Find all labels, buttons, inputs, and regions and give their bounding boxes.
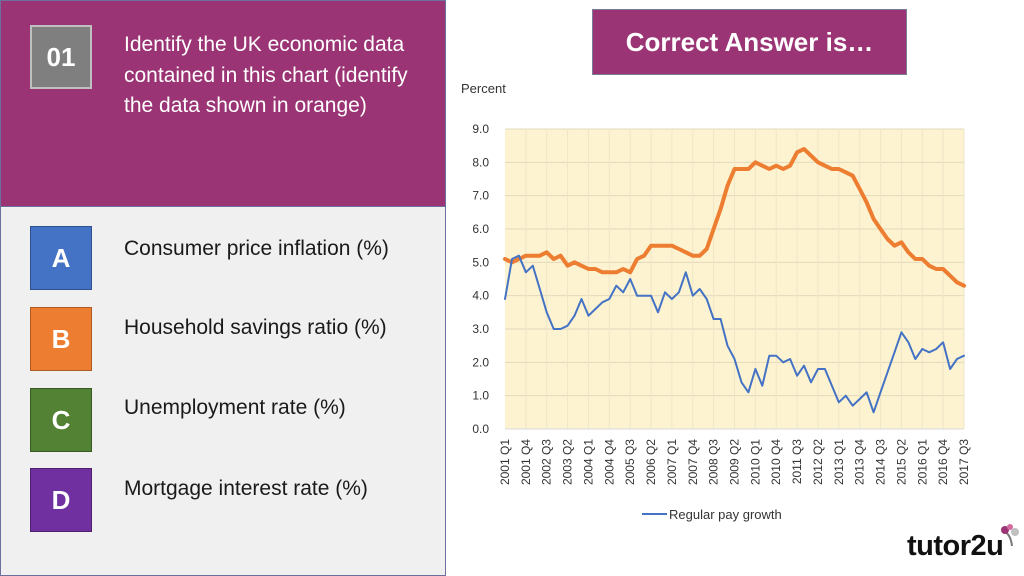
y-axis-label: Percent bbox=[461, 81, 506, 96]
x-tick-label: 2012 Q2 bbox=[811, 439, 825, 485]
x-tick-label: 2016 Q1 bbox=[915, 439, 929, 485]
x-tick-label: 2006 Q2 bbox=[644, 439, 658, 485]
question-number: 01 bbox=[30, 25, 92, 89]
x-tick-label: 2007 Q1 bbox=[665, 439, 679, 485]
option-b-text[interactable]: Household savings ratio (%) bbox=[124, 316, 387, 339]
x-tick-label: 2002 Q3 bbox=[540, 439, 554, 485]
x-tick-label: 2013 Q4 bbox=[853, 439, 867, 485]
x-tick-label: 2013 Q1 bbox=[832, 439, 846, 485]
y-tick-label: 9.0 bbox=[472, 122, 489, 136]
x-tick-label: 2007 Q4 bbox=[686, 439, 700, 485]
y-tick-label: 6.0 bbox=[472, 222, 489, 236]
option-d-letter[interactable]: D bbox=[30, 468, 92, 532]
y-tick-label: 1.0 bbox=[472, 389, 489, 403]
x-tick-label: 2016 Q4 bbox=[936, 439, 950, 485]
x-tick-label: 2001 Q1 bbox=[498, 439, 512, 485]
question-text: Identify the UK economic data contained … bbox=[124, 33, 408, 117]
y-tick-label: 0.0 bbox=[472, 422, 489, 436]
x-tick-label: 2004 Q1 bbox=[581, 439, 595, 485]
legend-label: Regular pay growth bbox=[669, 507, 782, 522]
correct-answer-box: Correct Answer is… bbox=[592, 9, 907, 75]
x-tick-label: 2009 Q2 bbox=[728, 439, 742, 485]
x-tick-label: 2008 Q3 bbox=[707, 439, 721, 485]
option-b-letter[interactable]: B bbox=[30, 307, 92, 371]
option-c-letter[interactable]: C bbox=[30, 388, 92, 452]
regular-pay-growth-line bbox=[504, 254, 965, 414]
x-tick-label: 2004 Q4 bbox=[602, 439, 616, 485]
x-tick-label: 2003 Q2 bbox=[561, 439, 575, 485]
y-tick-label: 3.0 bbox=[472, 322, 489, 336]
orange-series-line bbox=[503, 147, 966, 288]
x-tick-label: 2014 Q3 bbox=[874, 439, 888, 485]
y-tick-label: 5.0 bbox=[472, 255, 489, 269]
options-panel: A Consumer price inflation (%) B Househo… bbox=[0, 207, 446, 576]
y-tick-label: 2.0 bbox=[472, 355, 489, 369]
tutor2u-logo: tutor2u bbox=[907, 524, 1019, 563]
x-tick-label: 2017 Q3 bbox=[957, 439, 971, 485]
option-c-text[interactable]: Unemployment rate (%) bbox=[124, 396, 346, 419]
option-a-letter[interactable]: A bbox=[30, 226, 92, 290]
x-tick-label: 2011 Q3 bbox=[790, 439, 804, 484]
option-d-text[interactable]: Mortgage interest rate (%) bbox=[124, 477, 368, 500]
x-tick-label: 2015 Q2 bbox=[894, 439, 908, 485]
y-tick-label: 8.0 bbox=[472, 155, 489, 169]
sprout-icon bbox=[1001, 524, 1019, 547]
question-panel: 01 Identify the UK economic data contain… bbox=[0, 0, 446, 207]
x-tick-label: 2010 Q1 bbox=[748, 439, 762, 485]
logo-text: tutor2u bbox=[907, 530, 1004, 562]
y-tick-label: 7.0 bbox=[472, 189, 489, 203]
option-a-text[interactable]: Consumer price inflation (%) bbox=[124, 237, 389, 260]
y-tick-label: 4.0 bbox=[472, 289, 489, 303]
line-chart: Percent 0.0 1.0 2.0 3.0 4.0 5.0 6.0 7.0 8.0 9.0 20… bbox=[461, 81, 971, 522]
x-tick-label: 2010 Q4 bbox=[769, 439, 783, 485]
x-tick-label: 2001 Q4 bbox=[519, 439, 533, 485]
x-tick-label: 2005 Q3 bbox=[623, 439, 637, 485]
